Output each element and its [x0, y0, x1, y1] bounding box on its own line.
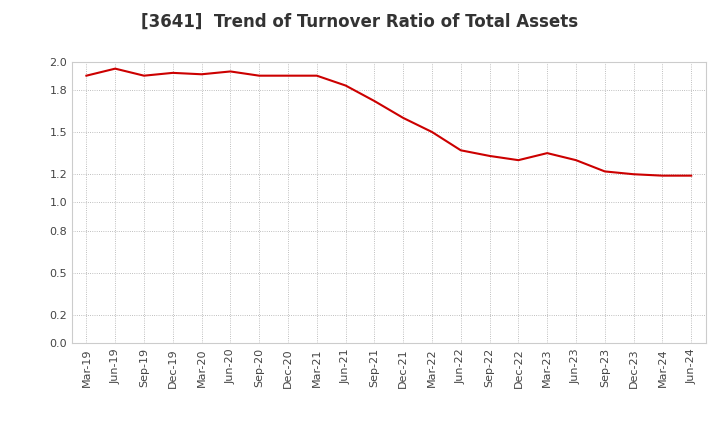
Text: [3641]  Trend of Turnover Ratio of Total Assets: [3641] Trend of Turnover Ratio of Total …: [141, 13, 579, 31]
